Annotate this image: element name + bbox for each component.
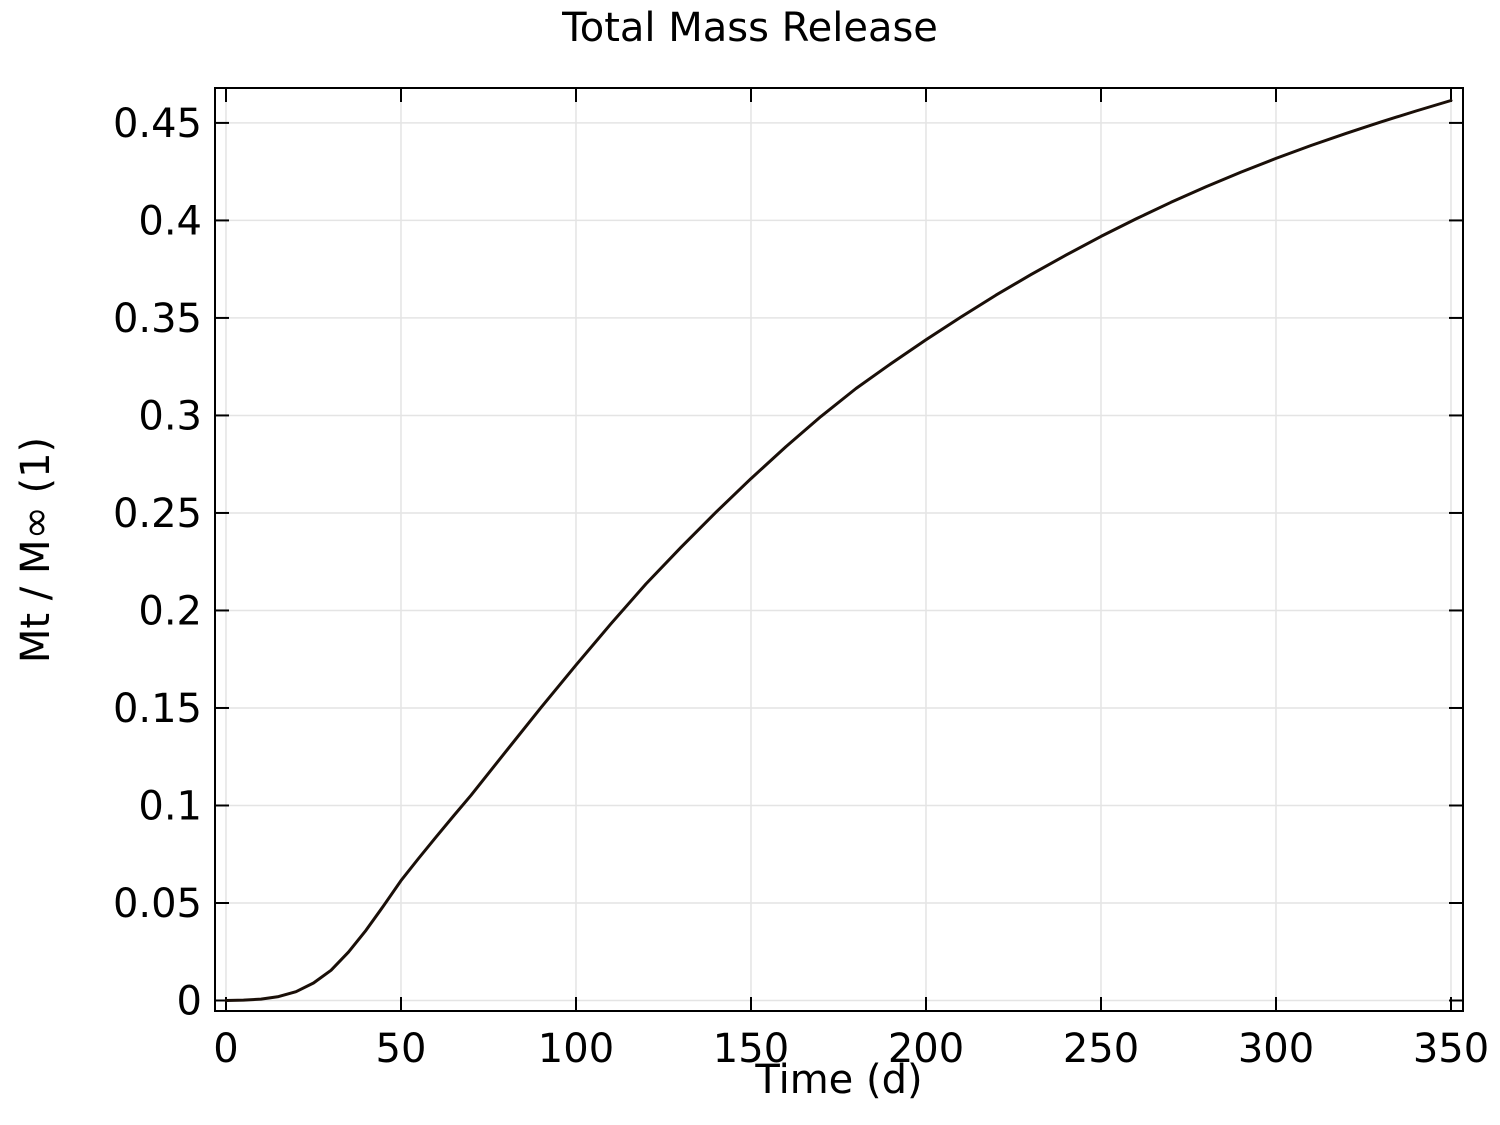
y-tick-label: 0.1 [138,783,202,829]
series-line [224,99,1453,1002]
y-tick-label: 0.2 [138,588,202,634]
y-tick-label: 0.15 [113,686,202,732]
y-tick-label: 0.25 [113,491,202,537]
y-tick-label: 0.05 [113,881,202,927]
x-tick-label: 200 [888,1026,964,1072]
x-tick-label: 350 [1413,1026,1489,1072]
y-tick-label: 0 [177,979,202,1025]
x-tick-label: 150 [713,1026,789,1072]
x-axis-label: Time (d) [755,1057,923,1103]
x-tick-label: 100 [538,1026,614,1072]
x-tick-label: 0 [213,1026,238,1072]
y-tick-label: 0.3 [138,393,202,439]
y-tick-label: 0.45 [113,101,202,147]
y-tick-label: 0.35 [113,296,202,342]
x-tick-label: 250 [1063,1026,1139,1072]
x-tick-label: 50 [376,1026,427,1072]
x-tick-label: 300 [1238,1026,1314,1072]
plot-border [214,87,1464,1012]
y-tick-label: 0.4 [138,198,202,244]
chart-title: Total Mass Release [562,5,938,51]
